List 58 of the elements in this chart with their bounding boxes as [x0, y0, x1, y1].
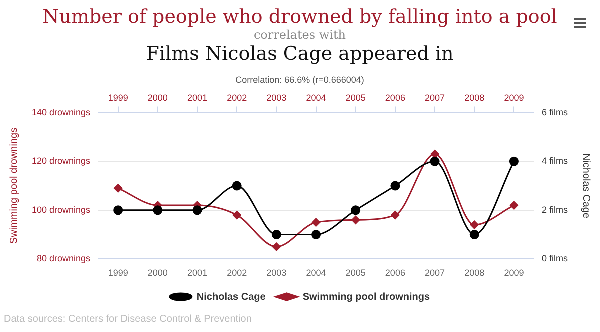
point [510, 201, 518, 210]
y-tick-label: 120 drownings [32, 156, 92, 166]
point [430, 156, 440, 166]
category-label: 2006 [385, 92, 406, 103]
point [351, 206, 361, 216]
point [312, 218, 321, 227]
x-tick-label: 2004 [306, 268, 326, 278]
point [470, 230, 480, 240]
point [272, 242, 281, 252]
point [312, 230, 322, 240]
chart-subtitle: correlates with [252, 28, 348, 42]
point [232, 181, 242, 191]
legend-label: Swimming pool drownings [302, 292, 430, 303]
point [192, 206, 202, 216]
x-tick-label: 2006 [385, 268, 406, 278]
point [391, 211, 400, 220]
x-tick-label: 2002 [227, 268, 248, 278]
point [114, 206, 124, 216]
x-tick-label: 2009 [504, 268, 524, 278]
point [153, 206, 163, 216]
y2-axis-title: Nicholas Cage [580, 153, 592, 219]
chart-title: Number of people who drowned by falling into a pool [42, 6, 558, 28]
point [509, 156, 519, 166]
y-tick-label: 100 drownings [32, 204, 92, 215]
text: Films Nicolas Cage appeared in [145, 42, 455, 66]
y2-tick-label: 6 films [542, 107, 568, 118]
category-label: 2007 [425, 92, 446, 103]
y-axis-title: Swimming pool drownings [8, 128, 20, 244]
point [390, 181, 400, 191]
point [114, 184, 123, 193]
point [352, 216, 360, 224]
x-tick-label: 2001 [187, 268, 208, 278]
y2-tick-label: 4 films [542, 156, 568, 166]
y2-tick-label: 2 films [542, 204, 568, 215]
point [470, 220, 479, 230]
x-tick-label: 2007 [425, 268, 446, 278]
y-tick-label: 80 drownings [36, 254, 92, 264]
category-label: 2008 [464, 92, 485, 103]
x-tick-label: 2003 [266, 268, 287, 278]
category-label: 1999 [108, 92, 128, 103]
y2-tick-label: 0 films [542, 254, 568, 264]
point [232, 211, 242, 220]
x-tick-label: 1999 [108, 268, 128, 278]
category-label: 2000 [148, 92, 168, 103]
x-tick-label: 2008 [464, 268, 485, 278]
legend-label: Nicholas Cage [196, 292, 266, 303]
category-label: 2009 [504, 92, 524, 103]
category-label: 2004 [306, 92, 326, 103]
x-tick-label: 2000 [148, 268, 168, 278]
y-tick-label: 140 drownings [32, 107, 92, 118]
text: Correlation: 66.6% (r=0.666004) [234, 75, 366, 85]
category-label: 2002 [227, 92, 248, 103]
text: Data sources: Centers for Disease Control & Prevention [4, 314, 252, 325]
x-tick-label: 2005 [346, 268, 366, 278]
category-label: 2001 [187, 92, 208, 103]
category-label: 2005 [346, 92, 366, 103]
point [272, 230, 282, 240]
category-label: 2003 [266, 92, 287, 103]
